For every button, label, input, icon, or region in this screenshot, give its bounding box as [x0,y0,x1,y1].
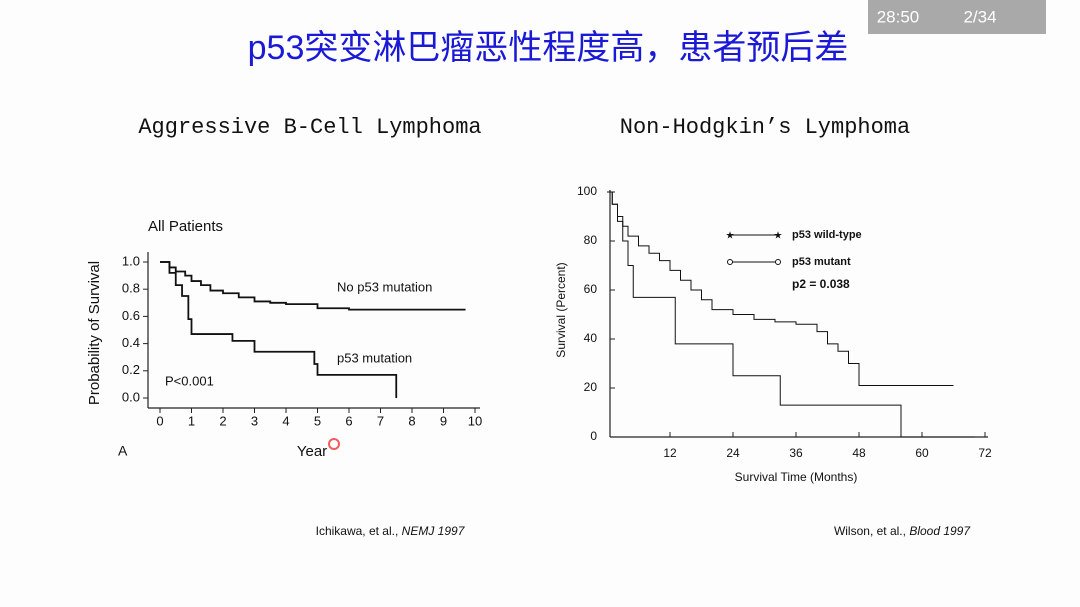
legend-marker: ★ [774,231,783,242]
timer-overlay [868,0,1046,34]
series-label: p53 mutation [337,350,412,365]
x-tick-label: 1 [188,413,195,428]
citation: Ichikawa, et al., NEMJ 1997 [316,524,466,538]
cursor [328,438,340,450]
panel-label: A [118,443,128,459]
survival-curve [607,191,954,387]
y-tick-label: 0.6 [122,308,140,323]
x-tick-label: 12 [663,446,677,460]
page-counter: 2/34 [963,7,996,26]
y-tick-label: 1.0 [122,253,140,268]
x-tick-label: 8 [408,413,415,428]
x-tick-label: 3 [251,413,258,428]
legend-marker: ★ [726,231,735,242]
chart-subtitle: All Patients [148,218,223,235]
x-tick-label: 9 [440,413,447,428]
survival-curve [160,261,398,398]
x-tick-label: 36 [789,446,803,460]
y-tick-label: 20 [584,380,598,394]
slide-title: p53突变淋巴瘤恶性程度高，患者预后差 [248,29,849,67]
x-tick-label: 0 [156,413,163,428]
y-tick-label: 100 [577,184,597,198]
citation-journal: NEMJ 1997 [402,524,466,538]
legend-label: p53 mutant [792,256,851,268]
chart-title: Aggressive B-Cell Lymphoma [138,115,481,140]
y-tick-label: 60 [584,282,598,296]
x-tick-label: 10 [468,413,482,428]
y-tick-label: 0.8 [122,281,140,296]
x-tick-label: 4 [282,413,289,428]
x-tick-label: 24 [726,446,740,460]
y-tick-label: 0.0 [122,389,140,404]
x-tick-label: 7 [377,413,384,428]
x-axis-label: Survival Time (Months) [735,470,858,484]
annotation: p2 = 0.038 [792,277,850,291]
x-tick-label: 48 [852,446,866,460]
x-tick-label: 60 [915,446,929,460]
citation-journal: Blood 1997 [909,524,971,538]
survival-curve [607,191,975,438]
series-label: No p53 mutation [337,279,432,294]
legend-marker [775,259,781,265]
citation: Wilson, et al., Blood 1997 [834,524,971,538]
y-tick-label: 40 [584,331,598,345]
y-axis-label: Probability of Survival [86,261,103,405]
legend-marker [727,259,733,265]
timer: 28:50 [877,7,920,26]
x-tick-label: 2 [219,413,226,428]
y-tick-label: 80 [584,233,598,247]
survival-curve [160,261,466,311]
y-tick-label: 0.4 [122,335,140,350]
x-tick-label: 6 [345,413,352,428]
y-axis-label: Survival (Percent) [554,262,568,357]
y-tick-label: 0.2 [122,362,140,377]
legend-label: p53 wild-type [792,229,862,241]
annotation: P<0.001 [165,373,214,388]
x-tick-label: 5 [314,413,321,428]
chart-title: Non-Hodgkin’s Lymphoma [620,115,910,140]
x-axis-label: Year [297,443,327,460]
citation-authors: Wilson, et al., [834,524,906,538]
citation-authors: Ichikawa, et al., [316,524,399,538]
x-tick-label: 72 [978,446,992,460]
y-tick-label: 0 [590,429,597,443]
